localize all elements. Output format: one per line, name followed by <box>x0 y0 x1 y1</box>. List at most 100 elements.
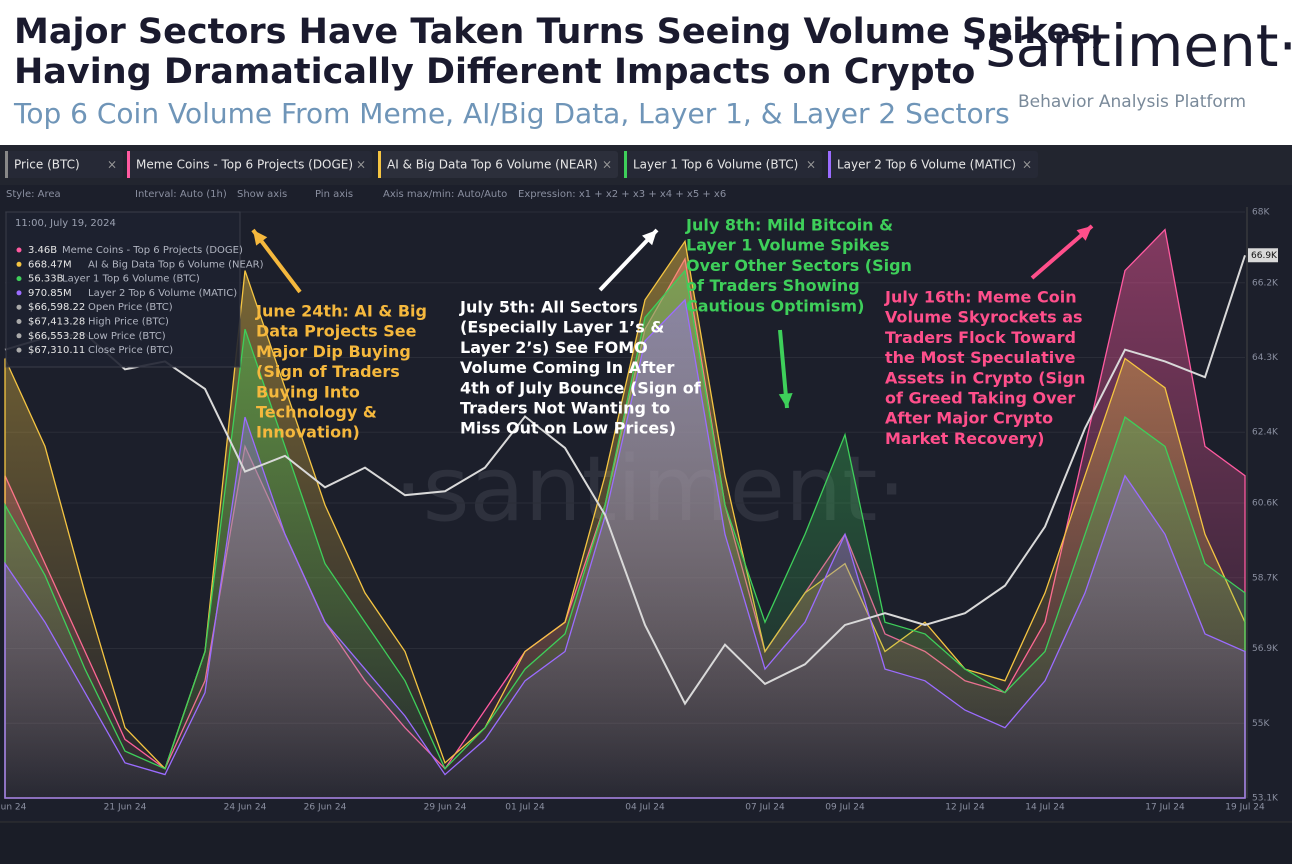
y-tick-label: 53.1K <box>1252 794 1279 804</box>
annotation-line: June 24th: AI & Big <box>255 302 427 321</box>
y-tick-label: 64.3K <box>1252 353 1279 363</box>
arrow-head <box>253 230 268 246</box>
tooltip-label: Open Price (BTC) <box>88 302 173 313</box>
tab[interactable]: AI & Big Data Top 6 Volume (NEAR) × <box>378 151 618 178</box>
annotation-line: Innovation) <box>256 423 360 442</box>
tooltip-bg <box>5 211 241 368</box>
tooltip-value: 3.46B <box>28 245 57 256</box>
tab-color <box>828 151 831 178</box>
y-tick-label: 55K <box>1252 719 1270 729</box>
subtitle: Top 6 Coin Volume From Meme, AI/Big Data… <box>13 97 1010 130</box>
tooltip-label: Low Price (BTC) <box>88 331 166 342</box>
toolbar-item: Style: Area <box>6 189 61 200</box>
annotation-line: After Major Crypto <box>885 409 1053 428</box>
annotation-line: Over Other Sectors (Sign <box>686 256 912 275</box>
price-tag-bg <box>1248 248 1278 263</box>
title-line: Major Sectors Have Taken Turns Seeing Vo… <box>14 12 1104 52</box>
x-tick-label: 07 Jul 24 <box>745 803 785 813</box>
annotation-line: July 8th: Mild Bitcoin & <box>685 216 893 235</box>
tab-bg <box>624 151 822 178</box>
arrow-head <box>642 230 657 246</box>
tab[interactable]: Price (BTC) × <box>5 151 123 178</box>
toolbar-item: Axis max/min: Auto/Auto <box>383 189 507 200</box>
tab-label: Layer 1 Top 6 Volume (BTC) <box>633 158 798 172</box>
tooltip-label: Layer 1 Top 6 Volume (BTC) <box>62 274 200 285</box>
tooltip-value: 970.85M <box>28 288 72 299</box>
toolbar-item: Expression: x1 + x2 + x3 + x4 + x5 + x6 <box>518 189 726 200</box>
tooltip-dot <box>16 319 22 324</box>
tooltip-value: 668.47M <box>28 259 72 270</box>
tooltip-date: 11:00, July 19, 2024 <box>15 218 116 229</box>
tooltip-value: 56.33B <box>28 274 64 285</box>
tooltip-label: Close Price (BTC) <box>88 345 173 356</box>
annotation-line: Traders Not Wanting to <box>460 399 670 418</box>
tab[interactable]: Meme Coins - Top 6 Projects (DOGE) × <box>127 151 372 178</box>
y-tick-label: 62.4K <box>1252 428 1279 438</box>
tab-close: × <box>356 158 366 172</box>
tab-color <box>378 151 381 178</box>
annotation-line: the Most Speculative <box>885 348 1076 367</box>
x-tick-label: 17 Jul 24 <box>1145 803 1185 813</box>
tooltip-label: Layer 2 Top 6 Volume (MATIC) <box>88 288 237 299</box>
annotation-line: of Greed Taking Over <box>885 389 1075 408</box>
x-tick-label: 26 Jun 24 <box>304 803 347 813</box>
x-tick-label: 18 Jun 24 <box>0 803 27 813</box>
price-line <box>4 254 1246 706</box>
tab-label: AI & Big Data Top 6 Volume (NEAR) <box>387 158 598 172</box>
tab-bg <box>828 151 1038 178</box>
tooltip-dot <box>16 347 22 353</box>
annotation-line: Layer 1 Volume Spikes <box>686 236 889 255</box>
tab-color <box>127 151 130 178</box>
x-tick-label: 19 Jul 24 <box>1225 803 1265 813</box>
volume-area <box>4 298 1246 799</box>
y-tick-label: 68K <box>1252 208 1270 218</box>
annotation-line: (Especially Layer 1’s & <box>460 318 664 337</box>
title-line: Having Dramatically Different Impacts on… <box>14 52 975 92</box>
tooltip-dot <box>16 333 22 339</box>
annotation-line: Technology & <box>256 403 377 422</box>
toolbar-item: Show axis <box>237 189 287 200</box>
annotation-line: of Traders Showing <box>686 276 860 295</box>
annotation-line: July 16th: Meme Coin <box>884 288 1077 307</box>
annotation-line: Traders Flock Toward <box>885 328 1076 347</box>
tooltip-label: High Price (BTC) <box>88 317 169 328</box>
tab[interactable]: Layer 2 Top 6 Volume (MATIC) × <box>828 151 1038 178</box>
tooltip-dot <box>16 276 22 282</box>
price-tag: 66.9K <box>1251 251 1278 261</box>
annotation-line: Market Recovery) <box>885 429 1044 448</box>
tooltip-label: Meme Coins - Top 6 Projects (DOGE) <box>62 245 243 256</box>
x-tick-label: 09 Jul 24 <box>825 803 865 813</box>
brand: ·santiment· <box>967 12 1292 80</box>
tab-close: × <box>806 158 816 172</box>
annotation-line: Miss Out on Low Prices) <box>460 419 676 438</box>
x-tick-label: 01 Jul 24 <box>505 803 545 813</box>
y-tick-label: 60.6K <box>1252 499 1279 509</box>
tab-bg <box>127 151 372 178</box>
x-tick-label: 24 Jun 24 <box>224 803 267 813</box>
tooltip-dot <box>16 290 22 296</box>
y-tick-label: 66.2K <box>1252 278 1279 288</box>
tab-close: × <box>1022 158 1032 172</box>
tab-close: × <box>602 158 612 172</box>
annotation-line: (Sign of Traders <box>256 362 400 381</box>
annotation-line: Data Projects See <box>256 322 417 341</box>
tab-color <box>5 151 8 178</box>
tooltip-value: $66,598.22 <box>28 302 85 313</box>
arrow-head <box>778 393 793 408</box>
tagline: Behavior Analysis Platform <box>1018 92 1246 112</box>
annotation-line: July 5th: All Sectors <box>459 298 638 317</box>
tab-label: Layer 2 Top 6 Volume (MATIC) <box>837 158 1016 172</box>
tooltip-value: $67,413.28 <box>28 317 85 328</box>
toolbar-item: Pin axis <box>315 189 353 200</box>
tab-bg <box>5 151 123 178</box>
annotation-line: Assets in Crypto (Sign <box>885 368 1085 387</box>
tooltip-dot <box>16 247 22 253</box>
tooltip-dot <box>16 304 22 310</box>
tab[interactable]: Layer 1 Top 6 Volume (BTC) × <box>624 151 822 178</box>
y-tick-label: 56.9K <box>1252 644 1279 654</box>
tab-color <box>624 151 627 178</box>
x-tick-label: 12 Jul 24 <box>945 803 985 813</box>
x-tick-label: 14 Jul 24 <box>1025 803 1065 813</box>
tab-label: Meme Coins - Top 6 Projects (DOGE) <box>136 158 353 172</box>
